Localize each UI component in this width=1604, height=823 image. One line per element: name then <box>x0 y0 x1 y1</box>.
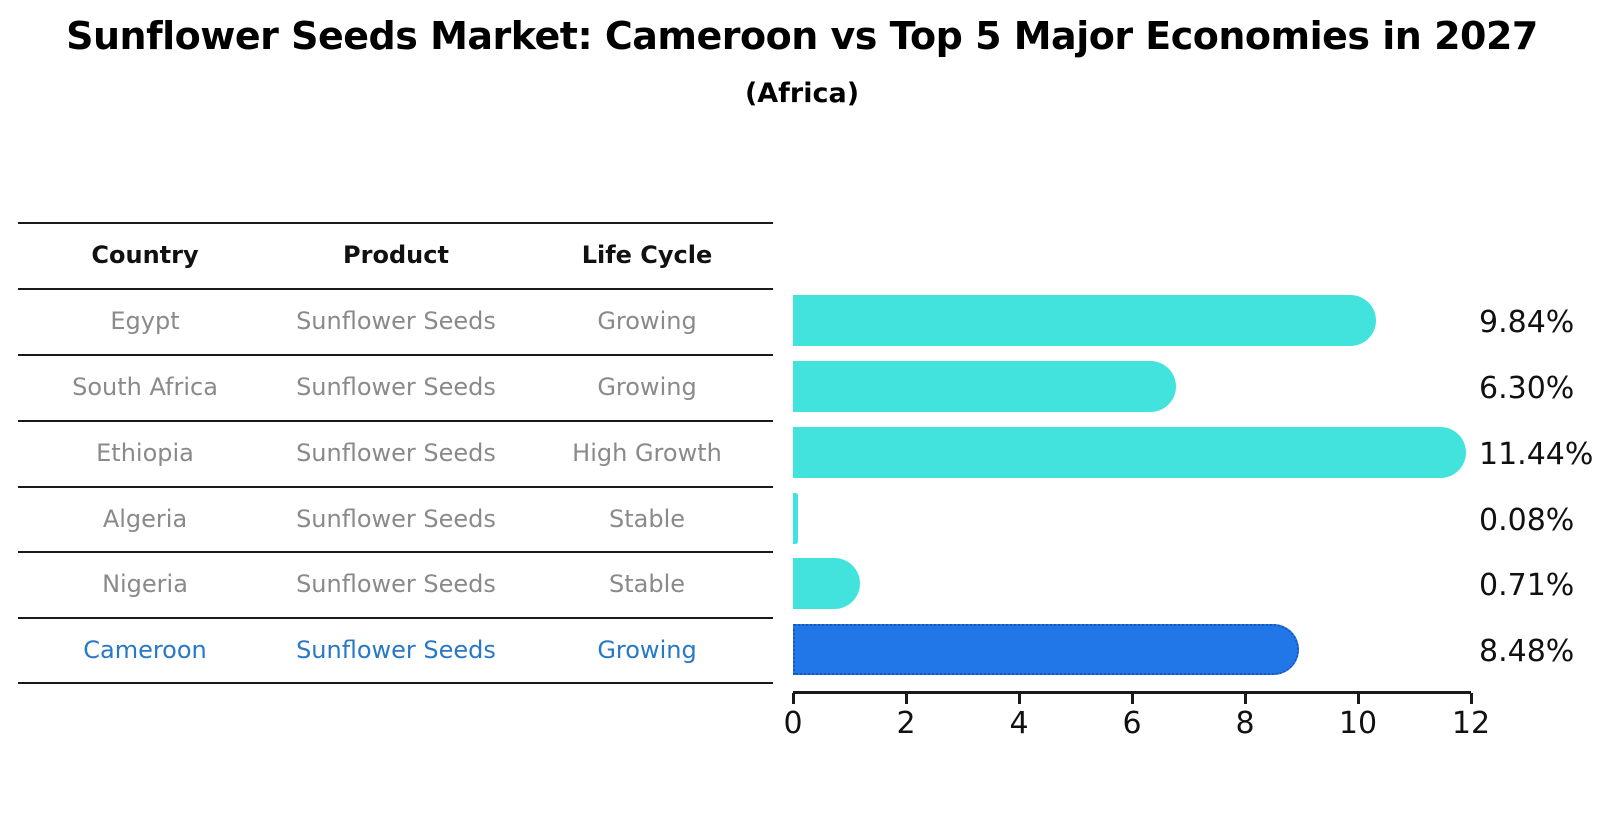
table-row-line <box>18 420 773 422</box>
table-cell-country: Algeria <box>102 505 188 533</box>
x-axis-tick <box>1356 693 1360 704</box>
x-axis-line <box>793 691 1471 694</box>
table-cell-life-cycle: Stable <box>608 570 686 598</box>
x-axis-tick-label: 0 <box>783 706 803 741</box>
x-axis-tick-label: 10 <box>1338 706 1378 741</box>
table-cell-product: Sunflower Seeds <box>296 505 496 533</box>
table-cell-country: South Africa <box>72 373 218 401</box>
table-cell-product: Sunflower Seeds <box>296 439 496 467</box>
value-label: 8.48% <box>1479 634 1575 669</box>
value-label: 0.71% <box>1479 568 1575 603</box>
x-axis-tick-label: 6 <box>1122 706 1142 741</box>
table-top-line <box>18 222 773 224</box>
value-label: 9.84% <box>1479 305 1575 340</box>
value-label: 11.44% <box>1479 437 1594 472</box>
table-cell-product: Sunflower Seeds <box>296 570 496 598</box>
x-axis-tick <box>791 693 795 704</box>
table-cell-country-highlighted: Cameroon <box>83 636 207 664</box>
bar-algeria <box>793 493 798 544</box>
table-cell-product-highlighted: Sunflower Seeds <box>296 636 496 664</box>
bar-cameroon-highlighted <box>793 624 1300 675</box>
table-cell-life-cycle: High Growth <box>572 439 722 467</box>
column-header-product: Product <box>343 241 449 269</box>
table-row-line <box>18 617 773 619</box>
x-axis-tick <box>904 693 908 704</box>
x-axis-tick-label: 2 <box>896 706 916 741</box>
value-label: 0.08% <box>1479 503 1575 538</box>
chart-title: Sunflower Seeds Market: Cameroon vs Top … <box>66 14 1538 58</box>
table-row-line <box>18 354 773 356</box>
value-label: 6.30% <box>1479 371 1575 406</box>
table-bottom-line <box>18 682 773 684</box>
chart-subtitle: (Africa) <box>744 78 860 109</box>
table-cell-life-cycle: Growing <box>597 307 697 335</box>
x-axis-tick <box>1243 693 1247 704</box>
table-row-line <box>18 486 773 488</box>
table-cell-life-cycle: Stable <box>608 505 686 533</box>
x-axis-tick-label: 8 <box>1235 706 1255 741</box>
x-axis-tick <box>1130 693 1134 704</box>
table-cell-country: Ethiopia <box>96 439 194 467</box>
x-axis-tick-label: 4 <box>1009 706 1029 741</box>
table-cell-product: Sunflower Seeds <box>296 373 496 401</box>
table-header-line <box>18 288 773 290</box>
x-axis-tick <box>1469 693 1473 704</box>
bar-egypt <box>793 295 1376 346</box>
table-cell-country: Nigeria <box>102 570 188 598</box>
x-axis-tick <box>1017 693 1021 704</box>
x-axis-tick-label: 12 <box>1451 706 1491 741</box>
table-row-line <box>18 551 773 553</box>
table-cell-country: Egypt <box>110 307 180 335</box>
bar-nigeria <box>793 558 861 609</box>
bar-south-africa <box>793 361 1176 412</box>
bar-ethiopia <box>793 427 1467 478</box>
column-header-country: Country <box>91 241 199 269</box>
table-cell-life-cycle-highlighted: Growing <box>597 636 697 664</box>
table-cell-life-cycle: Growing <box>597 373 697 401</box>
column-header-life-cycle: Life Cycle <box>581 241 713 269</box>
table-cell-product: Sunflower Seeds <box>296 307 496 335</box>
